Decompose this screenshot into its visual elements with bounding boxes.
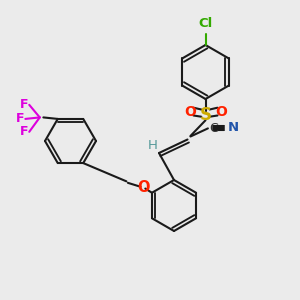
Text: C: C: [209, 122, 218, 135]
Text: H: H: [148, 139, 157, 152]
Text: S: S: [200, 106, 211, 124]
Text: F: F: [20, 98, 28, 111]
Text: F: F: [20, 125, 28, 138]
Text: N: N: [228, 121, 239, 134]
Text: O: O: [184, 106, 196, 119]
Text: O: O: [137, 180, 150, 195]
Text: O: O: [215, 106, 227, 119]
Text: F: F: [16, 112, 24, 125]
Text: Cl: Cl: [198, 17, 213, 30]
